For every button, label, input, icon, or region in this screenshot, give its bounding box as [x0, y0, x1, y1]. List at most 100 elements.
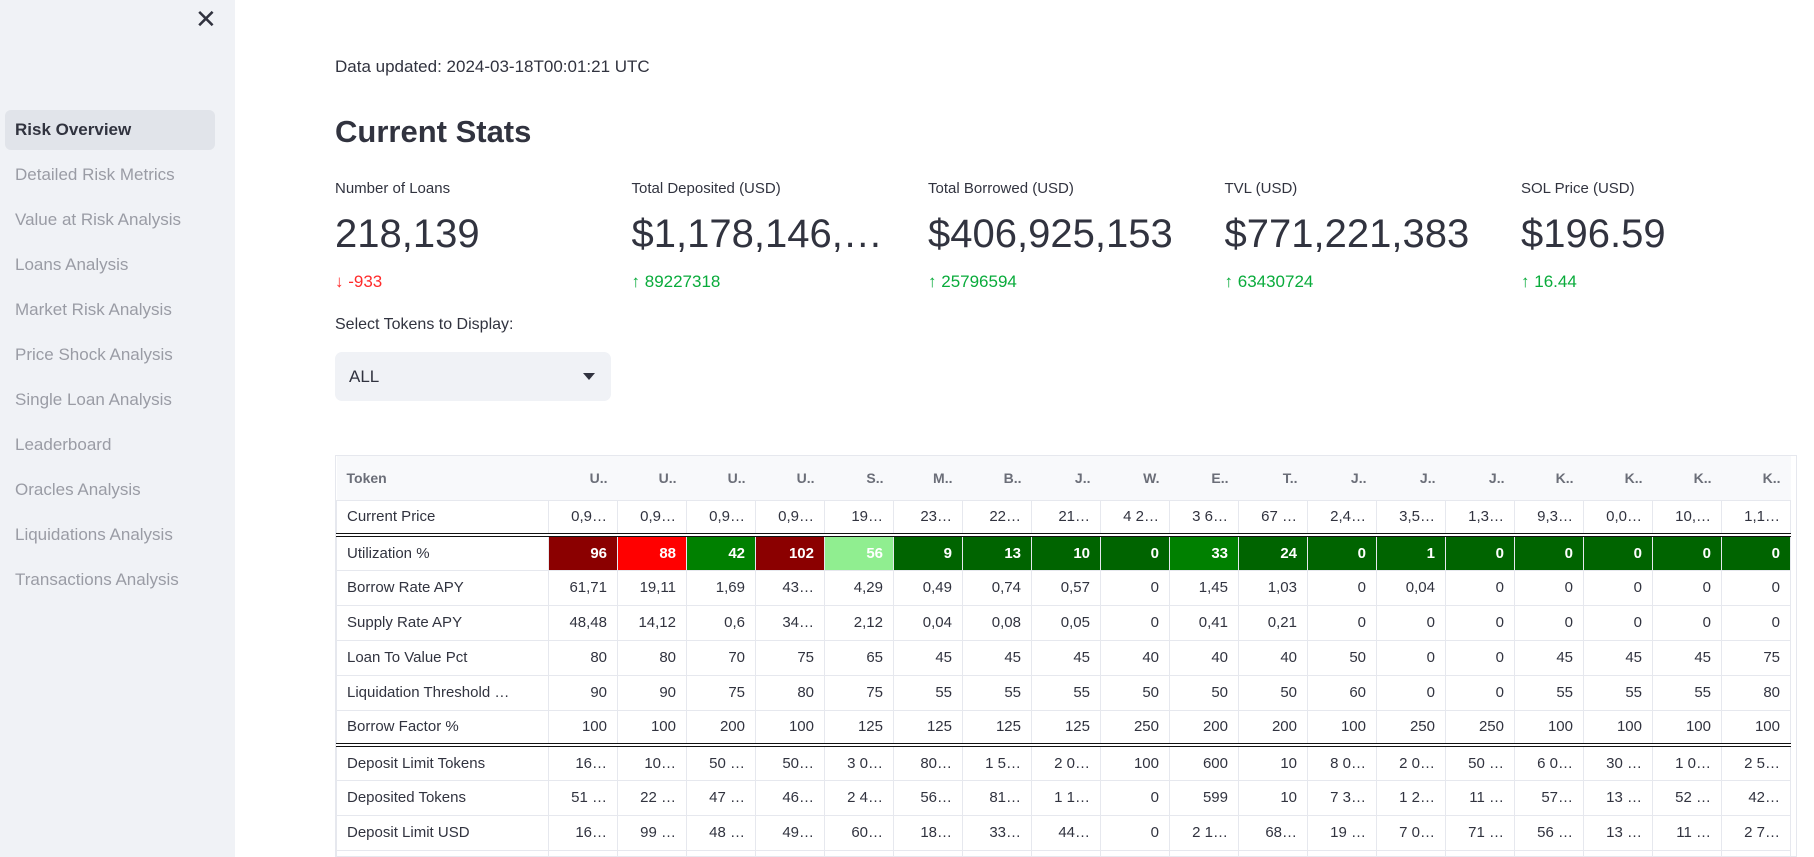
- table-cell: 13 …: [1583, 779, 1653, 816]
- table-cell: 55: [1583, 674, 1653, 711]
- table-cell: 45: [962, 639, 1032, 676]
- table-cell: 10: [1238, 779, 1308, 816]
- table-cell: 125: [893, 709, 963, 747]
- table-cell: 11 …: [1652, 814, 1722, 851]
- sidebar-item-detailed-risk-metrics[interactable]: Detailed Risk Metrics: [15, 165, 175, 184]
- table-cell: [1583, 849, 1653, 856]
- table-cell: 49…: [755, 814, 825, 851]
- sidebar-item-oracles-analysis[interactable]: Oracles Analysis: [15, 480, 141, 499]
- table-cell: 0,08: [962, 604, 1032, 641]
- metric-value: 218,139: [335, 212, 480, 256]
- table-cell: 100: [1100, 744, 1170, 781]
- table-cell: 2 5…: [1721, 744, 1791, 781]
- column-header[interactable]: J..: [1031, 456, 1101, 500]
- sidebar-item-value-at-risk-analysis[interactable]: Value at Risk Analysis: [15, 210, 181, 229]
- column-header[interactable]: U..: [617, 456, 687, 500]
- sidebar-item-transactions-analysis[interactable]: Transactions Analysis: [15, 570, 179, 589]
- table-cell: 0: [1721, 534, 1791, 571]
- table-cell: 0: [1652, 604, 1722, 641]
- sidebar-item-market-risk-analysis[interactable]: Market Risk Analysis: [15, 300, 172, 319]
- table-cell: [1100, 849, 1170, 856]
- column-header[interactable]: J..: [1307, 456, 1377, 500]
- column-header[interactable]: J..: [1376, 456, 1446, 500]
- metric-delta: ↑ 63430724: [1225, 272, 1515, 292]
- sidebar-item-leaderboard[interactable]: Leaderboard: [15, 435, 112, 454]
- table-cell: 3,5…: [1376, 499, 1446, 537]
- table-cell: 0,04: [1376, 569, 1446, 606]
- token-select-dropdown[interactable]: ALL: [335, 352, 611, 401]
- table-cell: 2 1…: [1169, 814, 1239, 851]
- table-cell: [617, 849, 687, 856]
- table-cell: 51 …: [548, 779, 618, 816]
- table-cell: 50: [1238, 674, 1308, 711]
- table-cell: 0: [1376, 604, 1446, 641]
- sidebar-item-risk-overview[interactable]: Risk Overview: [5, 110, 215, 150]
- table-cell: 48,48: [548, 604, 618, 641]
- table-cell: 50: [1100, 674, 1170, 711]
- token-stats-table[interactable]: Token U.. U.. U.. U.. S.. M.. B.. J.. W. E.. T.. J..…: [335, 455, 1797, 857]
- table-cell: [1721, 849, 1791, 856]
- table-cell: 13: [962, 534, 1032, 571]
- column-header[interactable]: U..: [548, 456, 618, 500]
- table-cell: 55: [1514, 674, 1584, 711]
- column-header[interactable]: K..: [1583, 456, 1653, 500]
- table-cell: 2 0…: [1031, 744, 1101, 781]
- column-header[interactable]: K..: [1652, 456, 1722, 500]
- table-cell: 250: [1445, 709, 1515, 747]
- metric-card: TVL (USD) $771,221,383 ↑ 63430724: [1225, 180, 1515, 292]
- column-header[interactable]: K..: [1514, 456, 1584, 500]
- column-header[interactable]: M..: [893, 456, 963, 500]
- sidebar-item-loans-analysis[interactable]: Loans Analysis: [15, 255, 129, 274]
- row-label: Utilization %: [336, 534, 549, 571]
- column-header[interactable]: T..: [1238, 456, 1308, 500]
- column-header[interactable]: J..: [1445, 456, 1515, 500]
- metric-label: TVL (USD): [1224, 180, 1298, 197]
- table-cell: 0: [1583, 569, 1653, 606]
- table-cell: 1 5…: [962, 744, 1032, 781]
- arrow-up-icon: ↑: [1224, 272, 1234, 291]
- column-header[interactable]: S..: [824, 456, 894, 500]
- sidebar-item-liquidations-analysis[interactable]: Liquidations Analysis: [15, 525, 173, 544]
- row-label: Deposit Limit USD: [336, 814, 549, 851]
- table-cell: 1,03: [1238, 569, 1308, 606]
- column-header[interactable]: U..: [686, 456, 756, 500]
- table-cell: 0: [1721, 569, 1791, 606]
- table-cell: 70: [686, 639, 756, 676]
- table-cell: 3 0…: [824, 744, 894, 781]
- table-cell: 75: [1721, 639, 1791, 676]
- table-cell: 0: [1307, 569, 1377, 606]
- column-header[interactable]: Token: [336, 456, 549, 500]
- table-cell: 1: [1376, 534, 1446, 571]
- table-cell: [824, 849, 894, 856]
- row-label: Liquidation Threshold …: [336, 674, 549, 711]
- table-cell: 10…: [617, 744, 687, 781]
- metric-delta-value: 16.44: [1534, 272, 1577, 291]
- metric-delta: ↑ 16.44: [1521, 272, 1811, 292]
- table-cell: 40: [1169, 639, 1239, 676]
- table-cell: 0: [1100, 814, 1170, 851]
- table-cell: 2 4…: [824, 779, 894, 816]
- table-cell: 0: [1445, 674, 1515, 711]
- close-sidebar-icon[interactable]: ✕: [195, 4, 217, 34]
- table-cell: 1,3…: [1445, 499, 1515, 537]
- table-cell: 50 …: [1445, 744, 1515, 781]
- row-label: Supply Rate APY: [336, 604, 549, 641]
- column-header[interactable]: W.: [1100, 456, 1170, 500]
- table-cell: 67 …: [1238, 499, 1308, 537]
- metric-card: Total Deposited (USD) $1,178,146,… ↑ 892…: [632, 180, 922, 292]
- table-cell: 55: [1031, 674, 1101, 711]
- column-header[interactable]: B..: [962, 456, 1032, 500]
- column-header[interactable]: K..: [1721, 456, 1791, 500]
- column-header[interactable]: E..: [1169, 456, 1239, 500]
- column-header[interactable]: U..: [755, 456, 825, 500]
- token-select-value: ALL: [349, 367, 380, 386]
- metric-label: SOL Price (USD): [1521, 180, 1635, 197]
- table-cell: 100: [617, 709, 687, 747]
- table-cell: 45: [1514, 639, 1584, 676]
- table-cell: 0: [1721, 604, 1791, 641]
- table-cell: 0,74: [962, 569, 1032, 606]
- sidebar-item-single-loan-analysis[interactable]: Single Loan Analysis: [15, 390, 172, 409]
- sidebar-item-price-shock-analysis[interactable]: Price Shock Analysis: [15, 345, 173, 364]
- table-cell: 45: [893, 639, 963, 676]
- table-cell: 0,57: [1031, 569, 1101, 606]
